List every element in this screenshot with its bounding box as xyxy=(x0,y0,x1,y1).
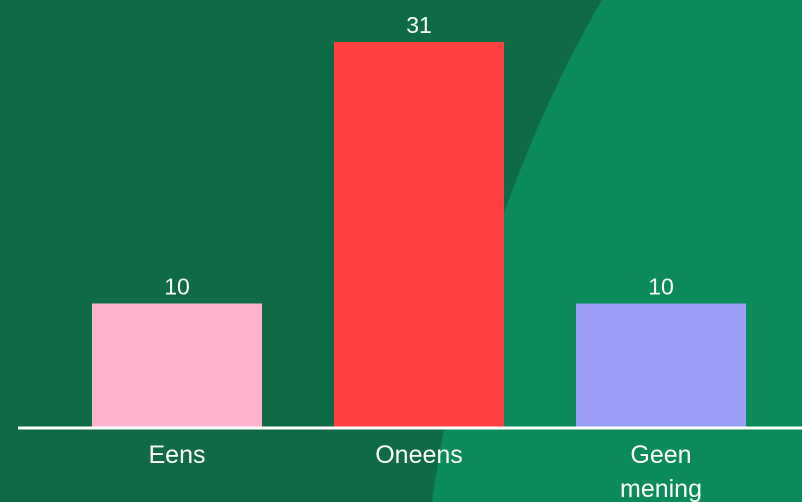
category-labels-group: Eens Oneens Geen mening xyxy=(149,441,702,502)
bar-eens xyxy=(92,303,262,428)
data-labels-group: 10 31 10 xyxy=(164,12,674,299)
bars-group xyxy=(92,42,746,428)
category-label: Geen xyxy=(630,441,691,469)
data-label: 10 xyxy=(164,273,190,299)
data-label: 31 xyxy=(406,12,432,38)
category-label: Eens xyxy=(149,441,206,469)
bar-oneens xyxy=(334,42,504,428)
bar-geen-mening xyxy=(576,303,746,428)
category-label: Oneens xyxy=(375,441,463,469)
data-label: 10 xyxy=(648,273,674,299)
category-label: mening xyxy=(620,475,702,502)
